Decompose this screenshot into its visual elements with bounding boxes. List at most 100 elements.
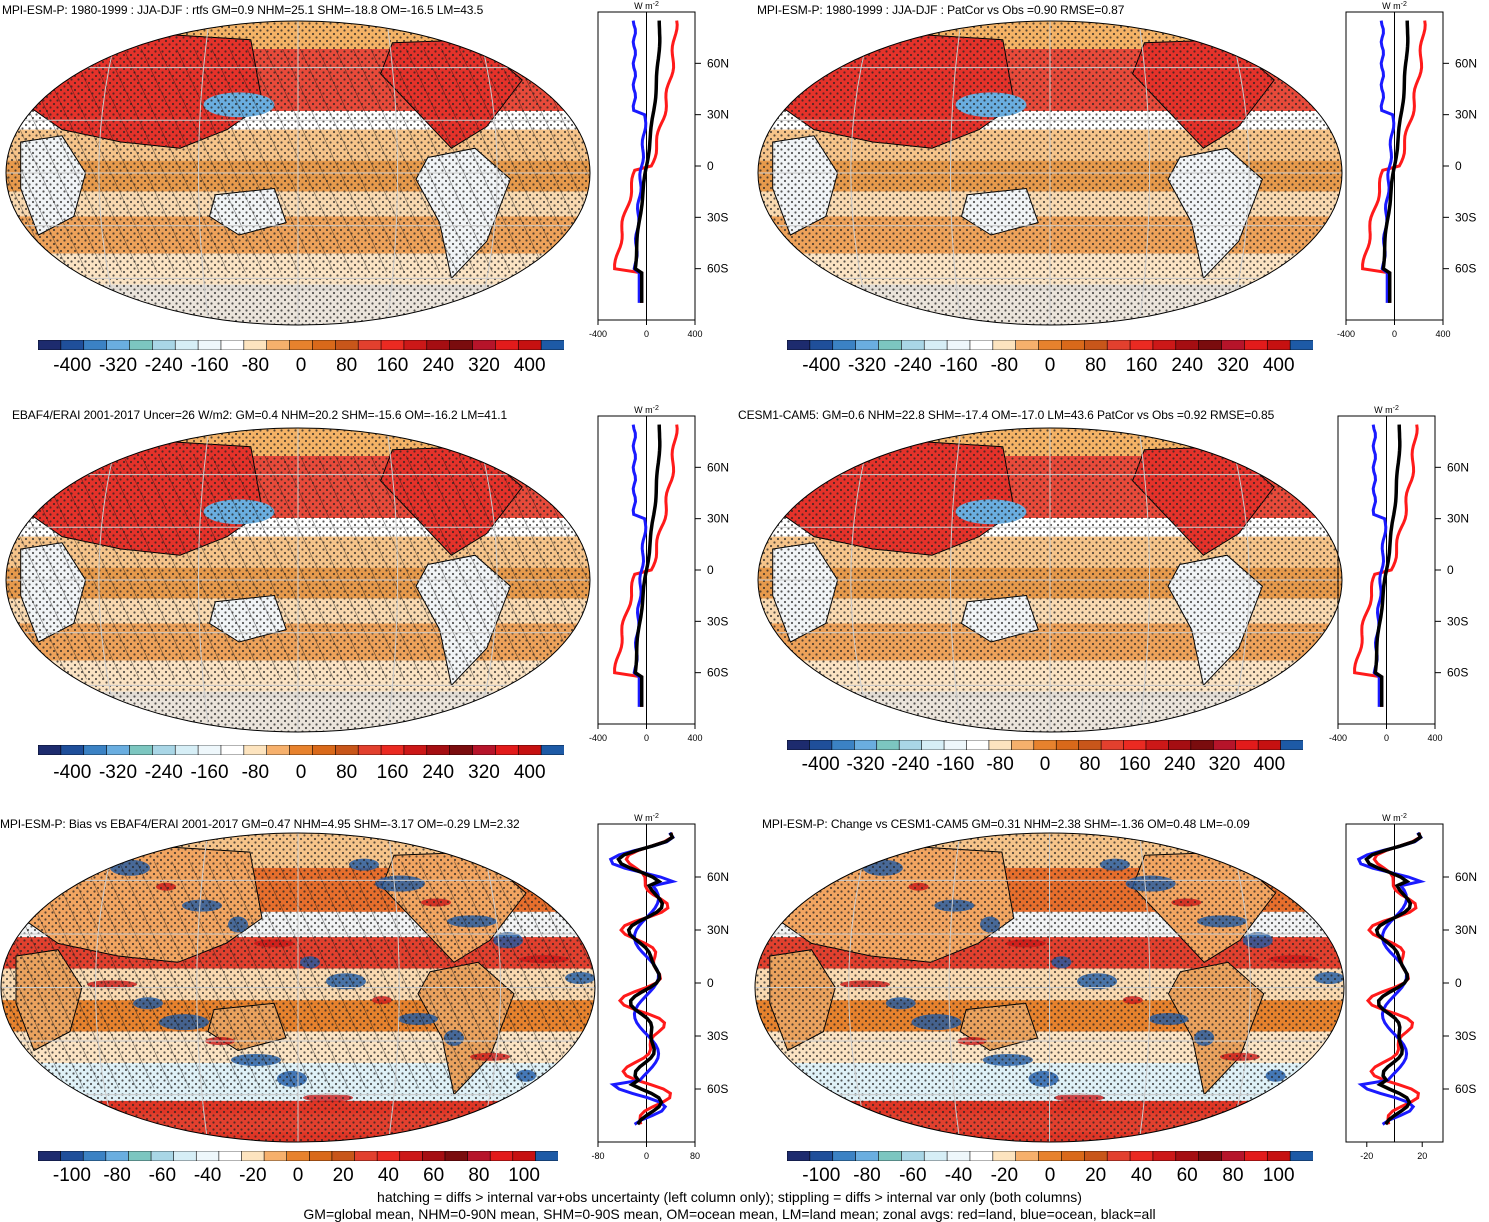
- colorbar-tick-label: -80: [103, 1165, 131, 1186]
- colorbar-tick-label: -100: [52, 1165, 91, 1186]
- colorbar-tick-label: -160: [936, 754, 975, 775]
- colorbar-box: [901, 340, 926, 350]
- world-map: [5, 20, 591, 326]
- lat-tick-label: 60S: [707, 262, 728, 276]
- graticule: [6, 21, 590, 325]
- world-map: [0, 832, 596, 1143]
- colorbar-tick-label: 320: [468, 355, 500, 376]
- zonal-curve-all: [633, 424, 662, 707]
- colorbar-tick-label: 20: [1085, 1165, 1107, 1186]
- colorbar: [787, 740, 1303, 750]
- colorbar-tick-label: -80: [241, 355, 270, 376]
- colorbar-box: [467, 1151, 491, 1161]
- colorbar-box: [309, 1151, 333, 1161]
- colorbar-tick-label: 80: [1085, 355, 1107, 376]
- colorbar-tick-label: 400: [513, 355, 546, 376]
- colorbar-box: [243, 340, 268, 350]
- colorbar-box: [286, 1151, 311, 1161]
- colorbar-box: [449, 340, 474, 350]
- zonal-curve-all: [1373, 424, 1402, 707]
- zonal-curve-all: [1381, 20, 1410, 303]
- world-map: [757, 427, 1343, 733]
- colorbar-tick-label: 320: [468, 762, 500, 783]
- colorbar-box: [106, 745, 131, 755]
- x-tick-label: 0: [644, 329, 649, 339]
- colorbar-box: [1244, 1151, 1269, 1161]
- colorbar-box: [218, 1151, 243, 1161]
- colorbar-tick-label: -400: [801, 754, 840, 775]
- zonal-curve-land: [617, 832, 674, 1125]
- colorbar-box: [988, 740, 1013, 750]
- colorbar-box: [354, 1151, 378, 1161]
- colorbar-box: [512, 1151, 537, 1161]
- x-tick-label: -400: [589, 733, 607, 743]
- x-tick-label: -20: [1360, 1151, 1373, 1161]
- colorbar-box: [855, 340, 880, 350]
- colorbar-labels: -400 -320 -240 -160 -80 0 80 160 240 320 400: [787, 355, 1313, 379]
- zonal-mean-plot: W m-2 60N 30N 0 30S 60S -400 0 400: [589, 1, 729, 339]
- colorbar-box: [82, 1151, 107, 1161]
- colorbar-box: [1289, 1151, 1313, 1161]
- colorbar-tick-label: 0: [1039, 754, 1051, 775]
- colorbar: [38, 1151, 558, 1161]
- colorbar-tick-label: 60: [423, 1165, 445, 1186]
- colorbar-tick-label: 100: [1262, 1165, 1295, 1186]
- colorbar-box: [1015, 340, 1040, 350]
- colorbar-box: [1244, 340, 1269, 350]
- colorbar-tick-label: 240: [1171, 355, 1204, 376]
- colorbar-tick-label: -320: [846, 754, 885, 775]
- colorbar-box: [1078, 740, 1102, 750]
- colorbar-box: [787, 1151, 811, 1161]
- colorbar-box: [1123, 740, 1147, 750]
- x-tick-label: 0: [644, 733, 649, 743]
- colorbar-box: [38, 340, 62, 350]
- colorbar-tick-label: 160: [376, 355, 409, 376]
- x-tick-label: 400: [687, 733, 702, 743]
- colorbar-box: [809, 340, 834, 350]
- zonal-curve-all: [633, 20, 662, 303]
- colorbar-box: [1015, 1151, 1040, 1161]
- colorbar-tick-label: 400: [1262, 355, 1295, 376]
- colorbar-box: [1175, 340, 1200, 350]
- world-map: [5, 427, 591, 733]
- lat-tick-label: 30S: [707, 210, 728, 224]
- colorbar-box: [787, 740, 811, 750]
- colorbar-box: [832, 1151, 857, 1161]
- graticule: [755, 833, 1344, 1142]
- lat-tick-label: 30S: [1455, 1029, 1476, 1043]
- map-border: [0, 832, 596, 1143]
- colorbar-box: [854, 740, 878, 750]
- colorbar-box: [128, 1151, 152, 1161]
- colorbar-tick-label: 40: [1130, 1165, 1153, 1186]
- colorbar-box: [1061, 1151, 1086, 1161]
- colorbar-box: [426, 340, 451, 350]
- colorbar-box: [1145, 740, 1170, 750]
- map-border: [757, 20, 1343, 326]
- colorbar-box: [787, 340, 811, 350]
- colorbar-box: [357, 340, 382, 350]
- colorbar-tick-label: 160: [1118, 754, 1151, 775]
- colorbar-box: [335, 340, 359, 350]
- unit-label: W m-2: [1382, 1, 1407, 11]
- world-map: [757, 20, 1343, 326]
- graticule: [758, 21, 1342, 325]
- colorbar-box: [380, 340, 405, 350]
- colorbar-tick-label: 240: [1163, 754, 1196, 775]
- x-tick-label: 400: [1435, 329, 1450, 339]
- colorbar-box: [106, 340, 131, 350]
- colorbar-labels: -400 -320 -240 -160 -80 0 80 160 240 320 400: [38, 355, 564, 379]
- colorbar-box: [517, 745, 542, 755]
- colorbar-box: [831, 740, 856, 750]
- map-field: [755, 833, 1344, 1142]
- colorbar-box: [266, 340, 291, 350]
- colorbar-box: [966, 740, 990, 750]
- zonal-curve-all: [616, 832, 675, 1126]
- colorbar-tick-label: -240: [891, 754, 930, 775]
- colorbar-tick-label: 400: [513, 762, 546, 783]
- colorbar-labels: -100 -80 -60 -40 -20 0 20 40 60 80 100: [787, 1165, 1313, 1189]
- lat-tick-label: 30N: [707, 108, 729, 122]
- colorbar-box: [129, 745, 154, 755]
- colorbar-tick-label: 60: [1176, 1165, 1198, 1186]
- colorbar-tick-label: 160: [376, 762, 409, 783]
- panel-title: MPI-ESM-P: 1980-1999 : JJA-DJF : PatCor …: [757, 3, 1125, 17]
